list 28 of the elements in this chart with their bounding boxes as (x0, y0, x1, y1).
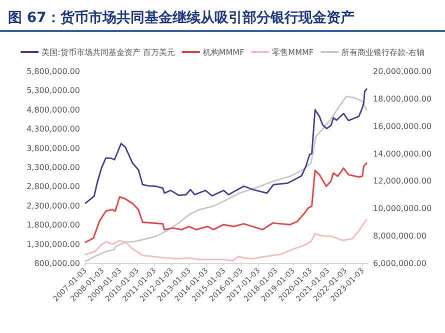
line-series (84, 88, 368, 204)
y-tick-label: 1,800,000.00 (26, 220, 80, 230)
y-tick-label: 3,300,000.00 (26, 163, 80, 172)
y2-tick-label: 6,000,000.00 (373, 259, 426, 268)
legend-label: 机构MMMF (202, 48, 245, 57)
y-tick-label: 1,300,000.00 (26, 240, 80, 249)
y2-tick-label: 20,000,000.00 (373, 67, 432, 76)
legend-label: 零售MMMF (272, 48, 314, 57)
y-tick-label: 3,800,000.00 (26, 144, 80, 153)
y2-tick-label: 8,000,000.00 (373, 232, 426, 241)
y-tick-label: 5,800,000.00 (26, 67, 80, 76)
y-tick-label: 4,800,000.00 (26, 105, 80, 114)
y-tick-label: 800,000.00 (34, 259, 80, 268)
y-tick-label: 5,300,000.00 (26, 86, 80, 96)
y-tick-label: 2,800,000.00 (26, 182, 80, 192)
y-tick-label: 2,300,000.00 (26, 201, 80, 210)
line-series (84, 96, 368, 262)
y2-tick-label: 10,000,000.00 (373, 204, 432, 214)
line-series (84, 218, 368, 262)
line-series (84, 162, 368, 244)
y2-tick-label: 14,000,000.00 (373, 149, 432, 158)
chart-title: 图 67：货币市场共同基金继续从吸引部分银行现金资产 (8, 9, 354, 26)
legend-label: 美国:货币市场共同基金资产 百万美元 (42, 48, 175, 57)
y2-tick-label: 16,000,000.00 (373, 122, 432, 131)
y2-tick-label: 12,000,000.00 (373, 176, 432, 186)
legend-label: 所有商业银行存款-右轴 (341, 48, 424, 57)
y-tick-label: 4,300,000.00 (26, 124, 80, 134)
y2-tick-label: 18,000,000.00 (373, 94, 432, 104)
